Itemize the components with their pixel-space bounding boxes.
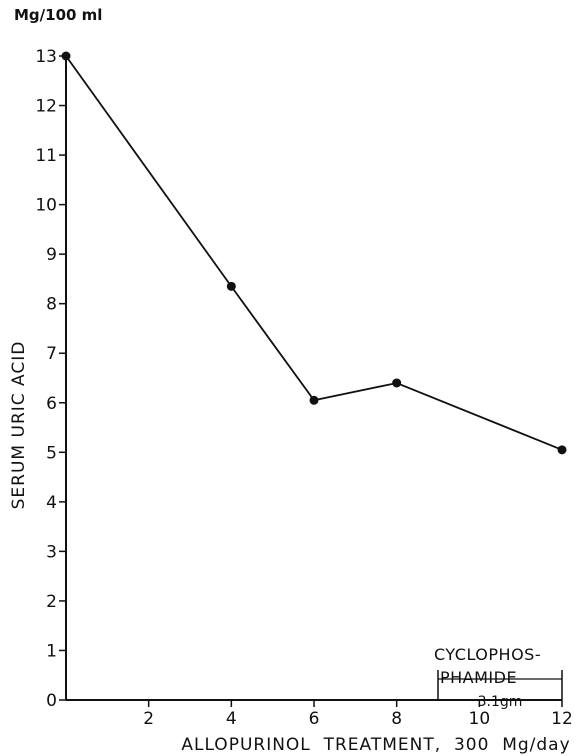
x-axis-title: ALLOPURINOL TREATMENT, 300 Mg/day bbox=[181, 735, 570, 755]
y-tick-label: 5 bbox=[46, 443, 57, 463]
x-tick-label: 12 bbox=[551, 709, 573, 729]
annotation-label-line1: CYCLOPHOS- bbox=[434, 645, 541, 664]
series-line bbox=[65, 55, 563, 451]
y-tick-label: 10 bbox=[35, 196, 57, 216]
y-tick-label: 11 bbox=[35, 146, 57, 166]
data-point bbox=[226, 281, 236, 291]
annotation-value: 3.1gm bbox=[478, 694, 523, 710]
y-tick-label: 0 bbox=[46, 691, 57, 711]
y-tick-label: 6 bbox=[46, 394, 57, 414]
y-tick-label: 9 bbox=[46, 245, 57, 265]
y-tick-label: 1 bbox=[46, 641, 57, 661]
y-tick-label: 3 bbox=[46, 542, 57, 562]
data-series bbox=[61, 51, 567, 455]
y-tick-label: 13 bbox=[35, 47, 57, 67]
y-tick-label: 2 bbox=[46, 592, 57, 612]
x-tick-label: 4 bbox=[226, 709, 237, 729]
x-tick-label: 6 bbox=[309, 709, 320, 729]
y-axis-title: SERUM URIC ACID bbox=[9, 341, 29, 510]
data-point bbox=[61, 51, 71, 61]
y-tick-label: 4 bbox=[46, 493, 57, 513]
data-point bbox=[557, 445, 567, 455]
y-unit-label: Mg/100 ml bbox=[14, 6, 102, 24]
y-tick-label: 12 bbox=[35, 97, 57, 117]
x-tick-label: 2 bbox=[143, 709, 154, 729]
y-tick-label: 7 bbox=[46, 344, 57, 364]
data-point bbox=[392, 378, 402, 388]
x-tick-label: 8 bbox=[391, 709, 402, 729]
y-tick-label: 8 bbox=[46, 295, 57, 315]
annotation-label-line2: PHAMIDE bbox=[440, 668, 517, 687]
data-point bbox=[309, 395, 319, 405]
axes bbox=[65, 56, 562, 701]
cyclophosphamide-annotation: CYCLOPHOS- PHAMIDE 3.1gm bbox=[434, 645, 563, 710]
x-tick-label: 10 bbox=[469, 709, 491, 729]
